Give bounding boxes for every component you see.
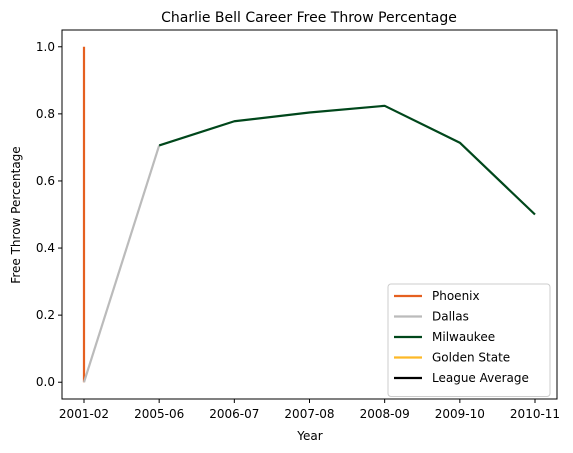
series-line-dallas — [82, 145, 161, 383]
legend-label: League Average — [432, 371, 529, 385]
x-tick-label: 2005-06 — [134, 407, 184, 421]
x-tick-label: 2009-10 — [435, 407, 485, 421]
y-tick-label: 0.4 — [36, 241, 55, 255]
legend-label: Milwaukee — [432, 330, 495, 344]
y-axis-label: Free Throw Percentage — [9, 146, 23, 283]
x-tick-label: 2006-07 — [209, 407, 259, 421]
x-tick-label: 2001-02 — [59, 407, 109, 421]
y-tick-label: 0.8 — [36, 107, 55, 121]
y-tick-label: 1.0 — [36, 40, 55, 54]
x-tick-label: 2008-09 — [360, 407, 410, 421]
legend: Phoenix Dallas Milwaukee Golden State League… — [387, 283, 551, 397]
legend-label: Phoenix — [432, 289, 480, 303]
x-tick-label: 2007-08 — [284, 407, 334, 421]
x-axis: 2001-02 2005-06 2006-07 2007-08 2008-09 2009-… — [59, 399, 560, 421]
y-tick-label: 0.0 — [36, 375, 55, 389]
y-axis: 0.0 0.2 0.4 0.6 0.8 1.0 — [36, 40, 62, 389]
plot-area — [82, 46, 536, 383]
legend-label: Golden State — [432, 351, 510, 365]
x-axis-label: Year — [296, 429, 322, 443]
y-tick-label: 0.2 — [36, 308, 55, 322]
series-line-milwaukee — [158, 104, 536, 216]
y-tick-label: 0.6 — [36, 174, 55, 188]
chart-title: Charlie Bell Career Free Throw Percentag… — [161, 10, 457, 26]
x-tick-label: 2010-11 — [510, 407, 560, 421]
legend-label: Dallas — [432, 310, 469, 324]
legend-box — [387, 283, 551, 397]
